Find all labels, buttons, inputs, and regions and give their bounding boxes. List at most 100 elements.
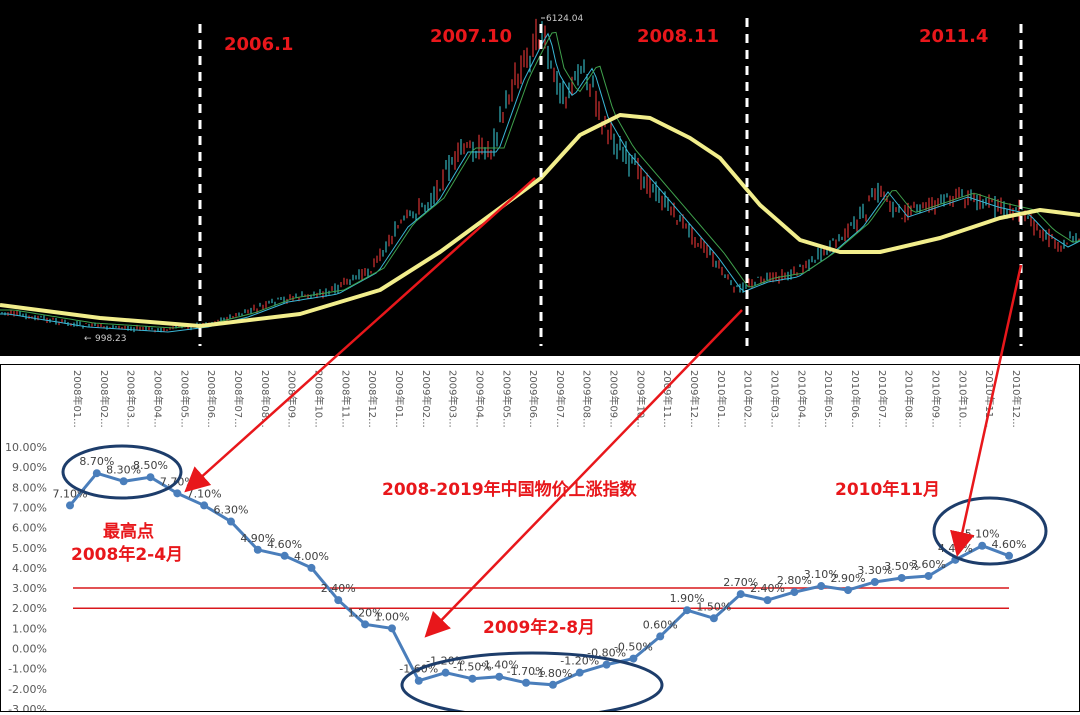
- x-tick-label: 2009年03...: [447, 370, 460, 428]
- data-point: [602, 660, 611, 669]
- x-tick-label: 2010年11...: [983, 370, 996, 428]
- y-tick-label: -2.00%: [8, 683, 47, 696]
- x-tick-label: 2009年11...: [661, 370, 674, 428]
- data-point: [253, 545, 262, 554]
- annotation-2010-11: 2010年11月: [835, 479, 940, 500]
- data-label: -0.50%: [614, 641, 653, 654]
- x-tick-label: 2008年10...: [312, 370, 325, 428]
- data-point: [66, 501, 74, 510]
- data-point: [897, 573, 906, 582]
- x-tick-label: 2008年01...: [71, 370, 84, 428]
- period-label-2006-1: 2006.1: [224, 34, 293, 55]
- chart-title: 2008-2019年中国物价上涨指数: [382, 479, 638, 500]
- data-label: 4.60%: [992, 538, 1027, 551]
- data-point: [844, 586, 853, 595]
- data-point: [200, 501, 209, 510]
- x-tick-label: 2008年07...: [232, 370, 245, 428]
- x-tick-label: 2009年05...: [500, 370, 513, 428]
- period-label-2008-11: 2008.11: [637, 26, 719, 47]
- x-tick-label: 2009年09...: [608, 370, 621, 428]
- x-tick-label: 2009年01...: [393, 370, 406, 428]
- y-tick-label: 4.00%: [12, 562, 47, 575]
- y-tick-label: 6.00%: [12, 522, 47, 535]
- data-label: 1.20%: [348, 606, 383, 619]
- data-point: [441, 668, 450, 677]
- data-label: -1.50%: [453, 661, 492, 674]
- x-tick-label: 2010年05...: [822, 370, 835, 428]
- data-point: [709, 614, 718, 623]
- data-label: 3.10%: [804, 568, 839, 581]
- stock-index-chart: 2006.1 2007.10 2008.11 2011.4 6124.04 ← …: [0, 0, 1080, 356]
- data-label: 2.40%: [321, 582, 356, 595]
- x-axis-labels: 2008年01... 2008年02... 2008年03... 2008年04...…: [71, 370, 1023, 428]
- x-tick-label: 2009年07...: [554, 370, 567, 428]
- stock-index-svg: 2006.1 2007.10 2008.11 2011.4 6124.04 ← …: [0, 14, 1080, 346]
- data-label: 0.60%: [643, 618, 678, 631]
- data-label: 2.40%: [750, 582, 785, 595]
- x-tick-label: 2009年02...: [420, 370, 433, 428]
- data-point: [468, 674, 477, 683]
- low-arrow-icon: ←: [84, 334, 92, 344]
- data-point: [522, 678, 531, 687]
- data-point: [736, 590, 745, 599]
- y-tick-label: 9.00%: [12, 461, 47, 474]
- data-point: [334, 596, 343, 605]
- data-point: [146, 473, 155, 482]
- y-axis-labels: 10.00% 9.00% 8.00% 7.00% 6.00% 5.00% 4.00% 3.00…: [5, 441, 47, 715]
- data-point: [548, 680, 557, 689]
- x-tick-label: 2010年09...: [930, 370, 943, 428]
- x-tick-label: 2009年06...: [527, 370, 540, 428]
- data-label: -1.70%: [507, 665, 546, 678]
- annotation-highest-period: 2008年2-4月: [71, 544, 183, 565]
- data-point: [656, 632, 665, 641]
- data-point: [978, 541, 987, 550]
- y-tick-label: 2.00%: [12, 602, 47, 615]
- x-tick-label: 2010年12...: [1010, 370, 1023, 428]
- data-label: 3.50%: [884, 560, 919, 573]
- cpi-chart-svg: 2008年01... 2008年02... 2008年03... 2008年04...…: [5, 370, 1048, 715]
- data-label: 8.50%: [133, 459, 168, 472]
- cpi-data-points: [66, 469, 1013, 689]
- reference-lines: [73, 587, 1009, 609]
- data-point: [119, 477, 128, 486]
- x-tick-label: 2010年07...: [876, 370, 889, 428]
- x-tick-label: 2008年06...: [205, 370, 218, 428]
- x-tick-label: 2008年08...: [259, 370, 272, 428]
- x-tick-label: 2009年10...: [634, 370, 647, 428]
- cpi-chart: 2008年01... 2008年02... 2008年03... 2008年04...…: [0, 364, 1080, 715]
- annotation-low-period: 2009年2-8月: [483, 617, 595, 638]
- data-point: [817, 582, 826, 591]
- data-label: 4.60%: [267, 538, 302, 551]
- x-tick-label: 2009年12...: [688, 370, 701, 428]
- y-tick-label: 3.00%: [12, 582, 47, 595]
- data-point: [870, 578, 879, 587]
- y-tick-label: 10.00%: [5, 441, 47, 454]
- data-label: 7.10%: [53, 487, 88, 500]
- data-label: 2.90%: [831, 572, 866, 585]
- y-tick-label: 0.00%: [12, 643, 47, 656]
- x-tick-label: 2008年02...: [98, 370, 111, 428]
- x-tick-label: 2008年03...: [125, 370, 138, 428]
- x-tick-label: 2008年09...: [286, 370, 299, 428]
- data-point: [763, 596, 772, 605]
- data-point: [226, 517, 235, 526]
- y-tick-label: -3.00%: [8, 703, 47, 711]
- data-point: [575, 668, 584, 677]
- period-label-2007-10: 2007.10: [430, 26, 512, 47]
- data-label: 3.60%: [911, 558, 946, 571]
- data-point: [92, 469, 101, 478]
- x-tick-label: 2010年01...: [715, 370, 728, 428]
- x-tick-label: 2010年08...: [903, 370, 916, 428]
- data-label: 6.30%: [213, 504, 248, 517]
- x-tick-label: 2009年04...: [473, 370, 486, 428]
- highlight-ellipse-trough: [400, 651, 664, 715]
- x-tick-label: 2009年08...: [581, 370, 594, 428]
- data-point: [387, 624, 396, 633]
- y-tick-label: 1.00%: [12, 622, 47, 635]
- data-point: [629, 654, 638, 663]
- data-label: -1.40%: [480, 659, 519, 672]
- data-point: [173, 489, 182, 498]
- x-tick-label: 2010年06...: [849, 370, 862, 428]
- data-label: 1.50%: [696, 600, 731, 613]
- x-tick-label: 2010年10...: [956, 370, 969, 428]
